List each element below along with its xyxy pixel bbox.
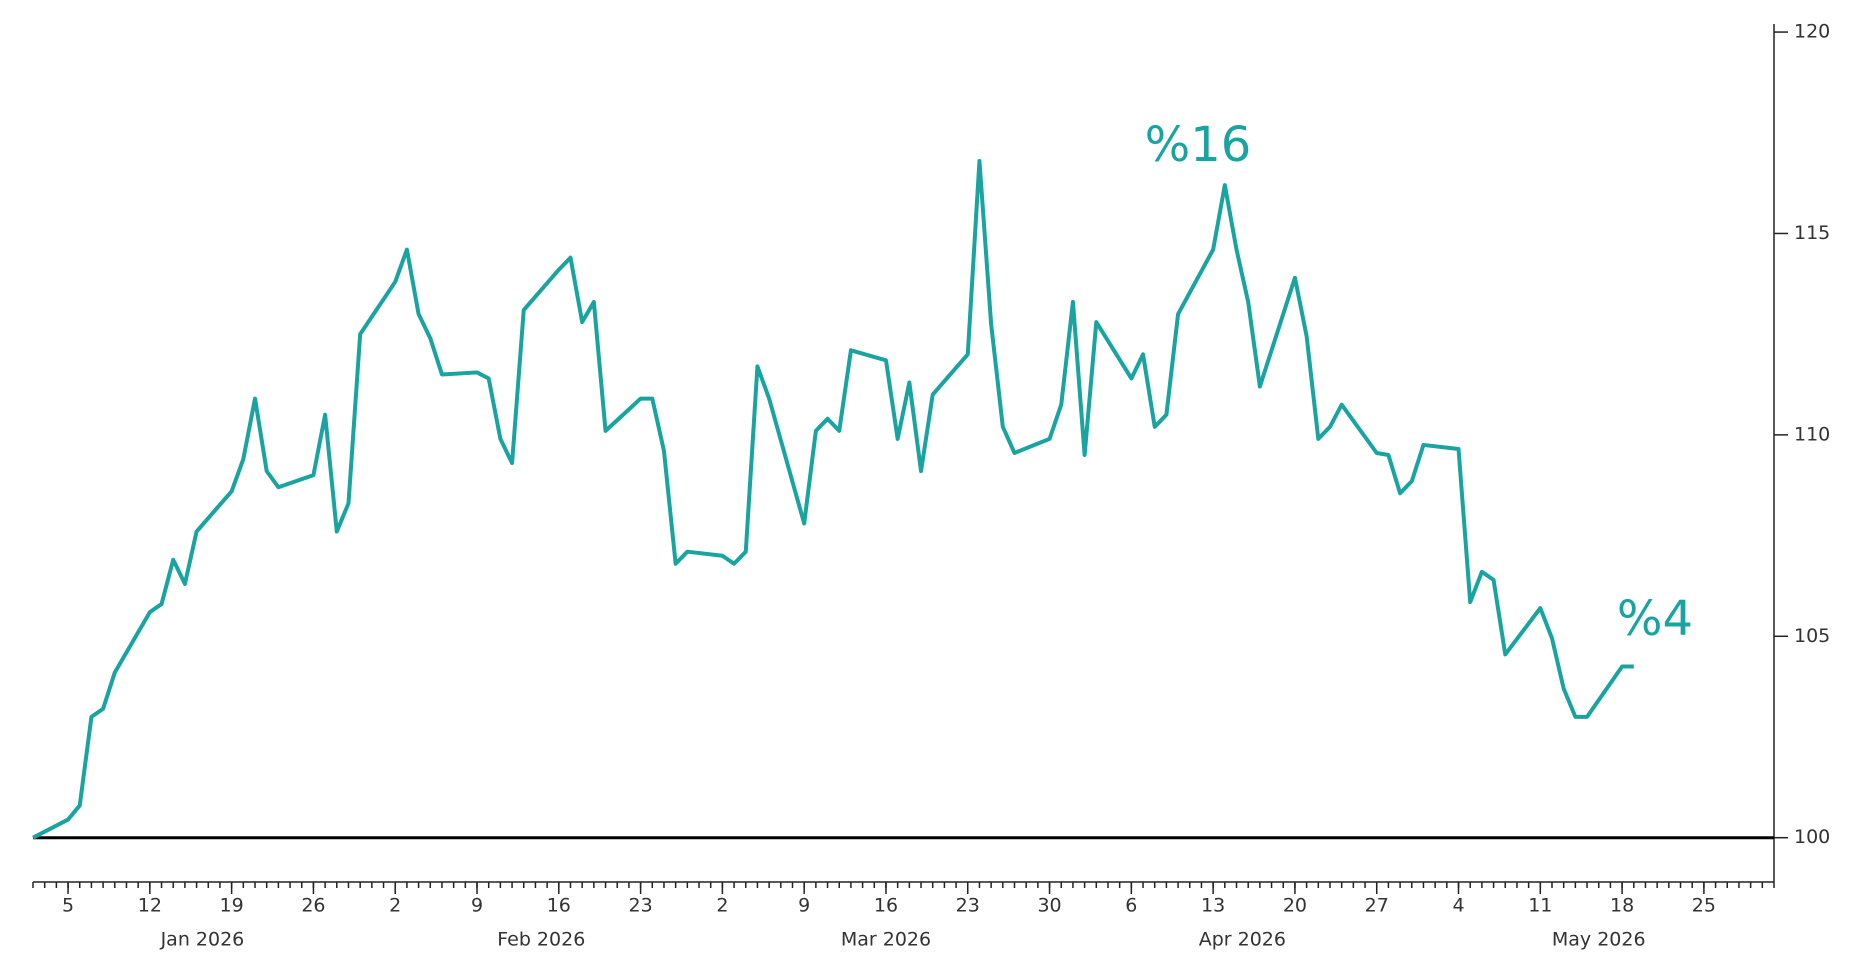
y-tick-label: 105 xyxy=(1794,625,1830,647)
month-label: Jan 2026 xyxy=(160,929,245,951)
annotation: %16 xyxy=(1145,117,1252,173)
x-tick-label: 16 xyxy=(874,895,898,917)
month-label: Feb 2026 xyxy=(497,929,585,951)
annotation: %4 xyxy=(1617,591,1693,647)
x-tick-label: 16 xyxy=(547,895,571,917)
x-tick-label: 13 xyxy=(1201,895,1225,917)
x-tick-label: 6 xyxy=(1125,895,1137,917)
x-tick-label: 4 xyxy=(1452,895,1464,917)
x-tick-label: 19 xyxy=(220,895,244,917)
x-tick-label: 20 xyxy=(1283,895,1307,917)
line xyxy=(32,158,1634,840)
y-tick-label: 115 xyxy=(1794,222,1830,244)
x-tick-label: 25 xyxy=(1692,895,1716,917)
x-tick-label: 12 xyxy=(138,895,162,917)
x-tick-label: 30 xyxy=(1037,895,1061,917)
x-tick-label: 5 xyxy=(62,895,74,917)
month-label: Mar 2026 xyxy=(841,929,931,951)
x-tick-label: 27 xyxy=(1365,895,1389,917)
month-label: May 2026 xyxy=(1552,929,1646,951)
x-tick-label: 23 xyxy=(956,895,980,917)
y-tick-label: 110 xyxy=(1794,423,1830,445)
x-tick-label: 11 xyxy=(1528,895,1552,917)
x-tick-label: 18 xyxy=(1610,895,1634,917)
y-tick-label: 120 xyxy=(1794,21,1830,43)
x-tick-label: 26 xyxy=(301,895,325,917)
x-tick-label: 23 xyxy=(629,895,653,917)
x-tick-label: 2 xyxy=(389,895,401,917)
x-tick-label: 9 xyxy=(471,895,483,917)
x-tick-label: 9 xyxy=(798,895,810,917)
month-label: Apr 2026 xyxy=(1199,929,1286,951)
x-tick-label: 2 xyxy=(716,895,728,917)
y-tick-label: 100 xyxy=(1794,826,1830,848)
